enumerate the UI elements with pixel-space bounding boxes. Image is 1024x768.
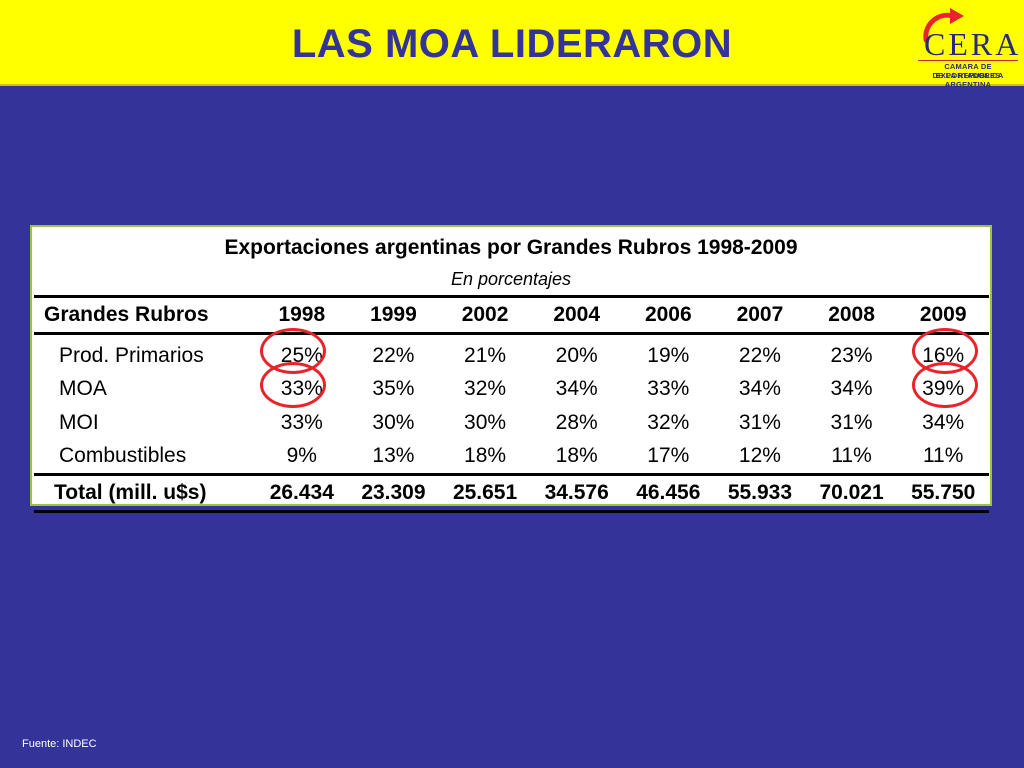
row-label: MOA — [59, 377, 107, 401]
total-cell: 46.456 — [622, 473, 715, 513]
table-row: Combustibles 9% 13% 18% 18% 17% 12% 11% … — [34, 440, 989, 475]
table-cell: 39% — [922, 377, 965, 401]
total-cell: 55.933 — [714, 473, 806, 513]
row-label: MOI — [59, 410, 99, 434]
table-header-row: Grandes Rubros 1998 1999 2002 2004 2006 … — [34, 295, 989, 335]
source-note: Fuente: INDEC — [22, 738, 97, 750]
total-row: Total (mill. u$s) 26.434 23.309 25.651 3… — [34, 473, 989, 513]
table-cell: 33% — [647, 377, 690, 401]
table-cell: 16% — [922, 343, 965, 367]
table-cell: 34% — [830, 377, 873, 401]
table-cell: 13% — [372, 444, 415, 468]
table-cell: 33% — [280, 410, 323, 434]
column-header: 2008 — [805, 295, 898, 335]
table-cell: 23% — [830, 343, 873, 367]
table-cell: 31% — [830, 410, 873, 434]
table-subtitle: En porcentajes — [450, 269, 572, 289]
slide-header: LAS MOA LIDERARON CERA CAMARA DE EXPORTA… — [0, 0, 1024, 89]
logo-arrow-icon — [923, 8, 964, 43]
row-label: Prod. Primarios — [59, 343, 204, 367]
table-cell: 34% — [922, 410, 965, 434]
table-cell: 34% — [738, 377, 781, 401]
table-cell: 25% — [280, 343, 323, 367]
table-title: Exportaciones argentinas por Grandes Rub… — [224, 236, 798, 259]
column-header: 2004 — [530, 295, 623, 335]
logo-line-2: DE LA REPUBLICA ARGENTINA — [932, 71, 1004, 89]
page-title: LAS MOA LIDERARON — [291, 22, 733, 66]
column-header: Grandes Rubros — [34, 295, 256, 335]
table-cell: 21% — [464, 343, 507, 367]
table-cell: 17% — [647, 444, 690, 468]
total-cell: 55.750 — [897, 473, 989, 513]
logo-divider — [918, 60, 1018, 61]
table-cell: 18% — [464, 444, 507, 468]
table-row: Prod. Primarios 25% 22% 21% 20% 19% 22% … — [34, 334, 989, 373]
table-cell: 22% — [738, 343, 781, 367]
total-cell: 70.021 — [805, 473, 898, 513]
table-row: MOA 33% 35% 32% 34% 33% 34% 34% 39% — [34, 373, 989, 407]
table-cell: 12% — [738, 444, 781, 468]
table-cell: 28% — [555, 410, 598, 434]
table-cell: 34% — [555, 377, 598, 401]
table-cell: 11% — [831, 444, 872, 468]
logo-brand: CERA — [924, 26, 1022, 62]
table-row: MOI 33% 30% 30% 28% 32% 31% 31% 34% — [34, 406, 989, 440]
exports-table: Grandes Rubros 1998 1999 2002 2004 2006 … — [34, 295, 989, 513]
column-header: 2002 — [439, 295, 531, 335]
total-cell: 23.309 — [347, 473, 440, 513]
table-cell: 32% — [464, 377, 507, 401]
column-header: 1998 — [256, 295, 348, 335]
column-header: 1999 — [347, 295, 440, 335]
table-cell: 9% — [286, 444, 317, 468]
table-cell: 30% — [372, 410, 415, 434]
row-label: Combustibles — [59, 444, 187, 468]
table-cell: 32% — [647, 410, 690, 434]
table-cell: 19% — [647, 343, 690, 367]
table-cell: 11% — [922, 444, 964, 468]
table-cell: 33% — [280, 377, 323, 401]
table-cell: 30% — [464, 410, 507, 434]
column-header: 2009 — [897, 295, 989, 335]
exports-table-panel: Exportaciones argentinas por Grandes Rub… — [30, 225, 992, 513]
total-cell: 25.651 — [439, 473, 531, 513]
table-cell: 35% — [372, 377, 415, 401]
table-cell: 18% — [555, 444, 598, 468]
table-cell: 22% — [372, 343, 415, 367]
total-cell: 34.576 — [530, 473, 623, 513]
table-cell: 20% — [555, 343, 598, 367]
total-label: Total (mill. u$s) — [34, 473, 256, 513]
table-cell: 31% — [738, 410, 781, 434]
column-header: 2006 — [622, 295, 715, 335]
cera-logo: CERA CAMARA DE EXPORTADORES DE LA REPUBL… — [912, 6, 1022, 89]
column-header: 2007 — [714, 295, 806, 335]
total-cell: 26.434 — [256, 473, 348, 513]
logo-line-1: CAMARA DE EXPORTADORES — [935, 62, 1001, 80]
